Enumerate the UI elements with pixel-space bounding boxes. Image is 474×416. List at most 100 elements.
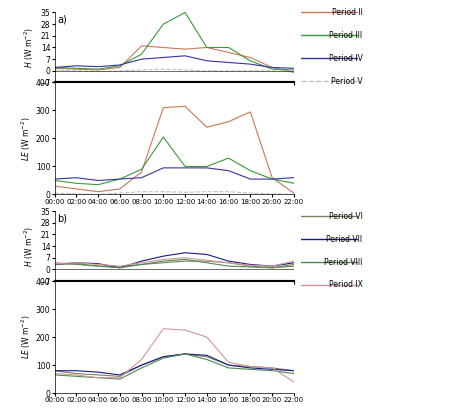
Period II [226,50,231,55]
Period VIII [226,264,231,269]
Period III [247,58,253,63]
Period V [117,68,123,73]
Period II [247,109,253,114]
Period II [269,175,275,180]
Period VI [226,363,231,368]
Line: Period V: Period V [55,69,294,72]
Period VI [52,368,57,373]
Period III [52,65,57,70]
Period II [204,125,210,130]
Period V [204,189,210,194]
Period V [182,67,188,72]
Period VI [204,354,210,359]
Period VI [247,264,253,269]
Period IV [95,178,101,183]
Period IX [182,255,188,260]
Text: Period IV: Period IV [329,54,363,63]
Period IX [247,263,253,268]
Period IX [73,260,79,265]
Period VIII [117,265,123,270]
Period III [269,176,275,181]
Period IV [117,62,123,67]
Line: Period V: Period V [55,192,294,195]
Period VII [161,254,166,259]
Period VI [139,363,145,368]
Period VI [247,364,253,369]
Period IX [269,365,275,370]
Period VI [139,262,145,267]
Period IV [161,55,166,60]
Text: Period IX: Period IX [329,280,363,290]
Period IV [226,168,231,173]
Period III [226,156,231,161]
Period VII [52,368,57,373]
Period V [226,189,231,194]
Period V [52,67,57,72]
Period V [291,69,297,74]
Period IV [291,66,297,71]
Period II [182,104,188,109]
Period VII [117,265,123,270]
Period VIII [161,356,166,361]
Period III [139,167,145,172]
Period IX [204,258,210,263]
Period VI [182,259,188,264]
Period VIII [291,264,297,269]
Period VI [117,374,123,379]
Period V [161,67,166,72]
Period III [95,182,101,187]
Period II [52,66,57,71]
Period IX [52,261,57,266]
Period III [291,67,297,72]
Y-axis label: $LE$ (W m$^{-2}$): $LE$ (W m$^{-2}$) [19,315,33,359]
Period IX [182,328,188,333]
Line: Period IX: Period IX [55,329,294,382]
Period II [204,45,210,50]
Period II [291,70,297,75]
Line: Period VI: Period VI [55,261,294,268]
Period IX [139,260,145,265]
Period VII [182,352,188,357]
Period VII [52,262,57,267]
Period IX [247,364,253,369]
Period III [291,181,297,186]
Period VIII [247,265,253,270]
Period V [95,192,101,197]
Period V [269,191,275,196]
Period III [204,45,210,50]
Text: Period V: Period V [331,77,363,86]
Text: Period III: Period III [329,31,363,40]
Period VIII [139,262,145,267]
Period IX [226,260,231,265]
Period IV [269,176,275,181]
Period II [73,67,79,72]
Period VII [269,367,275,372]
Period VII [95,370,101,375]
Period V [226,68,231,73]
Period II [291,191,297,196]
Period VII [226,259,231,264]
Period VI [117,265,123,270]
Line: Period VII: Period VII [55,253,294,268]
Period VII [291,260,297,265]
Period VII [247,262,253,267]
Line: Period VII: Period VII [55,354,294,375]
Period III [117,176,123,181]
Period IX [73,372,79,377]
Period VII [161,354,166,359]
Period III [73,181,79,186]
Period III [226,45,231,50]
Period IV [247,62,253,67]
Period VI [291,262,297,267]
Period II [139,43,145,48]
Period II [161,45,166,50]
Period VI [161,260,166,265]
Period VII [226,363,231,368]
Period VIII [161,259,166,264]
Period III [182,164,188,169]
Period VI [95,372,101,377]
Period IV [182,53,188,58]
Period II [52,183,57,188]
Period III [161,22,166,27]
Period IX [161,326,166,331]
